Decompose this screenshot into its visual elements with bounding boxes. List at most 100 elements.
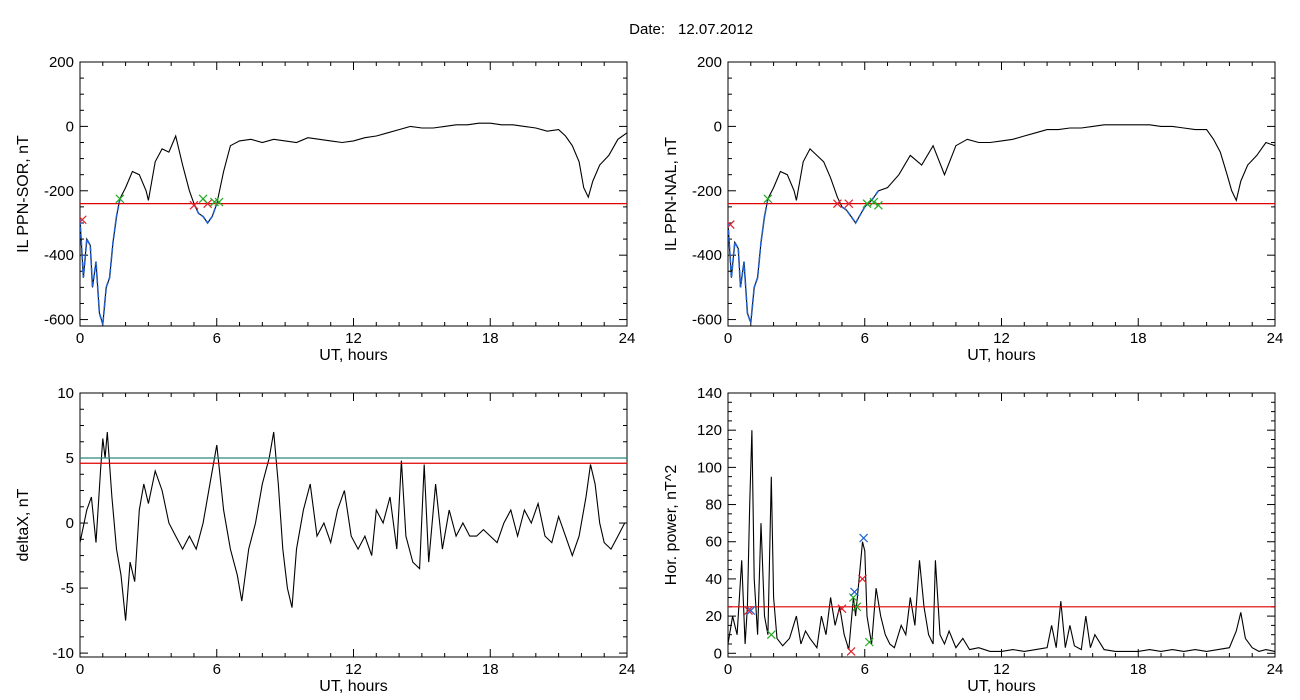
y-tick-label: 200 (697, 54, 722, 71)
x-tick-label: 18 (482, 661, 499, 678)
y-tick-label: -200 (692, 183, 722, 200)
marker-red (844, 199, 854, 209)
marker-red-stroke (80, 215, 87, 223)
y-tick-label: -5 (61, 580, 74, 597)
y-tick-label: 120 (697, 422, 722, 439)
x-tick-label: 0 (76, 330, 84, 347)
x-tick-label: 6 (213, 661, 221, 678)
plot-data (728, 430, 1275, 656)
marker-red (744, 606, 753, 615)
highlight-segment (193, 203, 218, 225)
marker-red (846, 646, 856, 656)
marker-green (869, 197, 879, 207)
marker-green-stroke (852, 602, 862, 612)
marker-red-stroke (858, 574, 867, 584)
marker-red-stroke (844, 199, 854, 209)
x-tick-label: 12 (345, 330, 362, 347)
x-tick-label: 12 (345, 661, 362, 678)
x-axis-label: UT, hours (967, 347, 1035, 364)
panel-deltax: 0 6 12 18 24 -10 -5 0 5 10 UT, hours deltaX, nT (15, 385, 635, 695)
series-line (80, 431, 627, 621)
marker-green (766, 630, 776, 640)
marker-red-stroke (728, 220, 735, 228)
marker-green (763, 194, 773, 204)
x-axis-label: UT, hours (967, 678, 1035, 695)
marker-red-stroke (203, 199, 213, 209)
plot-data (728, 124, 1275, 324)
marker-green (874, 200, 883, 210)
y-tick-label: -600 (44, 312, 74, 329)
x-tick-label: 24 (619, 330, 636, 347)
panel-nal: 0 6 12 18 24 -600 -400 -200 0 200 UT, hours IL PPN-… (663, 54, 1283, 364)
y-tick-label: 200 (49, 54, 74, 71)
marker-green (214, 197, 224, 207)
y-axis-label: deltaX, nT (15, 488, 32, 561)
marker-red-stroke (832, 199, 842, 209)
marker-green-stroke (862, 199, 872, 209)
y-tick-label: 100 (697, 459, 722, 476)
marker-green (864, 637, 874, 647)
y-tick-label: 20 (705, 608, 722, 625)
marker-red-stroke (744, 606, 753, 615)
x-tick-label: 12 (993, 330, 1010, 347)
x-tick-label: 6 (861, 330, 869, 347)
date-label: Date: (629, 21, 665, 38)
marker-green-stroke (869, 197, 879, 207)
marker-red-stroke (846, 646, 856, 656)
x-tick-label: 24 (619, 661, 636, 678)
x-tick-label: 6 (213, 330, 221, 347)
highlight-segment (728, 198, 769, 324)
marker-green (115, 194, 125, 204)
marker-green-stroke (766, 630, 776, 640)
y-tick-label: 0 (66, 118, 74, 135)
y-tick-label: 10 (57, 385, 74, 402)
highlight-segment (80, 198, 121, 325)
y-tick-label: 60 (705, 534, 722, 551)
panel-power: 0 6 12 18 24 0 20 40 60 80 100 120 140 UT, hours Hor. … (663, 385, 1283, 695)
y-tick-label: 0 (714, 645, 722, 662)
x-tick-label: 0 (724, 661, 732, 678)
x-tick-label: 6 (861, 661, 869, 678)
y-tick-label: 80 (705, 497, 722, 514)
y-axis-label: Hor. power, nT^2 (663, 465, 680, 586)
marker-blue (859, 533, 869, 543)
x-tick-label: 24 (1267, 330, 1284, 347)
marker-red (728, 220, 735, 230)
marker-green-stroke (763, 194, 773, 204)
highlight-segment (841, 190, 880, 225)
x-tick-label: 12 (993, 661, 1010, 678)
marker-blue-stroke (850, 587, 859, 597)
y-tick-label: -400 (44, 247, 74, 264)
marker-green-stroke (115, 194, 125, 204)
x-tick-label: 0 (724, 330, 732, 347)
date-value: 12.07.2012 (678, 21, 753, 38)
marker-red (189, 200, 199, 210)
marker-red (80, 215, 87, 225)
y-tick-label: 5 (66, 450, 74, 467)
y-tick-label: 0 (714, 118, 722, 135)
x-axis-label: UT, hours (319, 347, 387, 364)
marker-red (832, 199, 842, 209)
x-tick-label: 18 (482, 330, 499, 347)
marker-green-stroke (198, 194, 208, 204)
y-tick-label: -200 (44, 183, 74, 200)
marker-red (837, 604, 847, 614)
marker-red (858, 574, 867, 584)
x-tick-label: 24 (1267, 661, 1284, 678)
plot-data (80, 431, 627, 621)
series-line (728, 430, 1275, 652)
marker-green (852, 602, 862, 612)
marker-green (198, 194, 208, 204)
y-tick-label: 0 (66, 515, 74, 532)
y-tick-label: 140 (697, 385, 722, 402)
y-tick-label: -400 (692, 247, 722, 264)
marker-green-stroke (874, 200, 883, 210)
y-tick-label: 40 (705, 571, 722, 588)
marker-red-stroke (189, 200, 199, 210)
marker-green (862, 199, 872, 209)
plot-data (80, 122, 627, 325)
y-tick-label: -600 (692, 312, 722, 329)
marker-red-stroke (837, 604, 847, 614)
